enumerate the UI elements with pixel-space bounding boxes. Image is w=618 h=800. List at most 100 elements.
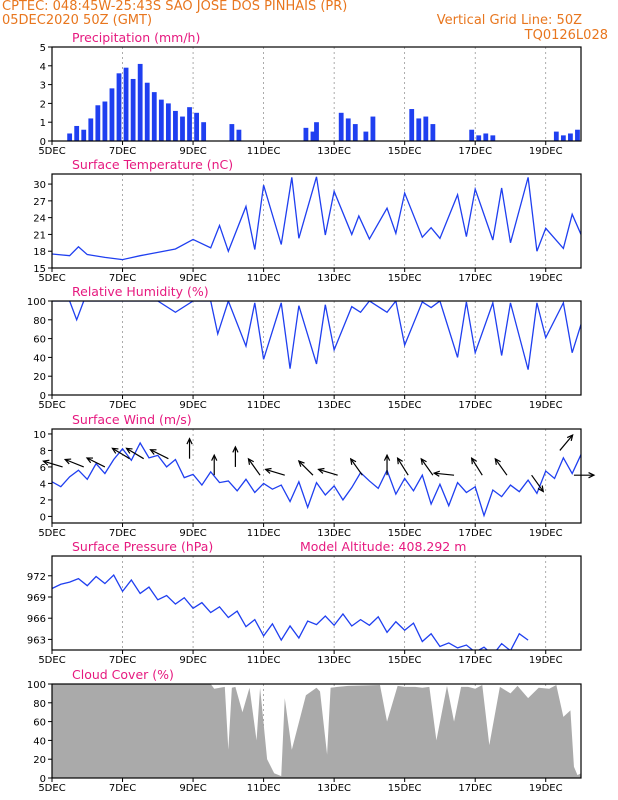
y-tick-label: 972: [27, 572, 46, 583]
wind-arrow-head: [297, 460, 305, 467]
precip-bar: [352, 124, 358, 141]
wind-arrow-head: [125, 447, 133, 454]
precip-bar: [553, 131, 559, 141]
series-temp: [52, 176, 581, 261]
precip-bar: [370, 116, 376, 141]
wind-arrow-head: [264, 467, 272, 474]
run-datetime: 05DEC2020 50Z (GMT): [2, 13, 153, 28]
panel-cloud: 0 20 40 60 80 100 5DEC 7DEC 9DEC 11DEC 13DEC 15DEC 1…: [27, 667, 582, 794]
y-tick-label: 4: [40, 479, 46, 490]
wind-arrow: [434, 472, 455, 476]
precip-bar: [314, 122, 319, 141]
station-title: CPTEC: 048:45W-25:43S SAO JOSE DOS PINHA…: [2, 0, 348, 14]
y-tick-label: 15: [33, 264, 46, 275]
precip-bar: [345, 118, 351, 141]
panel-frame: [51, 428, 582, 524]
y-tick-label: 21: [33, 230, 46, 241]
wind-arrow: [420, 458, 434, 476]
precip-bar: [116, 73, 122, 141]
precip-bar: [187, 107, 192, 141]
panel-temp: 15 18 21 24 27 30 5DEC 7DEC 9DEC 11DEC 13DEC 15DEC 1…: [33, 157, 582, 284]
x-tick-label: 5DEC: [38, 528, 65, 539]
precip-bar: [194, 112, 199, 141]
precip-bar: [310, 131, 316, 141]
x-tick-label: 19DEC: [529, 655, 563, 666]
series-line: [52, 574, 529, 650]
x-tick-label: 9DEC: [179, 273, 206, 284]
y-tick-label: 5: [40, 43, 46, 54]
wind-arrow-head: [470, 457, 478, 465]
wind-arrow-head: [317, 467, 325, 474]
precip-bar: [109, 88, 115, 141]
wind-arrow-head: [588, 472, 596, 479]
wind-arrow: [298, 460, 314, 476]
x-tick-label: 5DEC: [38, 400, 65, 411]
precip-bar: [137, 63, 143, 141]
x-tick-label: 5DEC: [38, 273, 65, 284]
panel-title: Surface Pressure (hPa): [72, 539, 213, 554]
x-tick-label: 9DEC: [179, 146, 206, 157]
x-tick-label: 9DEC: [179, 528, 206, 539]
precip-bar: [130, 78, 136, 141]
series-line: [52, 441, 581, 518]
y-tick-label: 2: [40, 99, 46, 110]
x-tick-label: 13DEC: [317, 273, 351, 284]
y-tick-label: 60: [33, 718, 46, 729]
x-tick-label: 9DEC: [179, 400, 206, 411]
x-tick-label: 11DEC: [247, 400, 281, 411]
precip-bar: [67, 133, 73, 141]
x-tick-label: 17DEC: [458, 528, 492, 539]
model-altitude: Model Altitude: 408.292 m: [300, 539, 466, 554]
x-tick-label: 17DEC: [458, 400, 492, 411]
precip-bar: [483, 133, 489, 141]
x-tick-label: 17DEC: [458, 783, 492, 794]
x-tick-label: 15DEC: [388, 528, 422, 539]
panel-frame: [51, 683, 582, 779]
x-tick-label: 19DEC: [529, 146, 563, 157]
panel-title: Surface Wind (m/s): [72, 412, 192, 427]
y-tick-label: 966: [27, 614, 46, 625]
precip-bar: [165, 103, 171, 141]
x-tick-label: 15DEC: [388, 783, 422, 794]
vertical-grid-note: Vertical Grid Line: 50Z: [436, 13, 582, 28]
x-tick-label: 15DEC: [388, 273, 422, 284]
precip-bar: [490, 135, 496, 141]
x-tick-label: 17DEC: [458, 146, 492, 157]
precip-bar: [236, 129, 242, 141]
y-tick-label: 20: [33, 372, 46, 383]
panel-title: Precipitation (mm/h): [72, 30, 200, 45]
precip-bar: [303, 127, 309, 141]
model-id: TQ0126L028: [524, 28, 608, 43]
x-tick-label: 5DEC: [38, 655, 65, 666]
precip-bar: [74, 125, 80, 141]
x-tick-label: 19DEC: [529, 528, 563, 539]
x-tick-label: 7DEC: [109, 783, 136, 794]
wind-arrow-head: [85, 457, 94, 464]
panel-title: Cloud Cover (%): [72, 667, 174, 682]
wind-arrow-head: [432, 470, 440, 477]
wind-arrow: [471, 457, 483, 476]
wind-arrow-head: [537, 485, 545, 493]
x-tick-label: 11DEC: [247, 146, 281, 157]
y-tick-label: 0: [40, 137, 46, 148]
y-tick-label: 1: [40, 118, 46, 129]
x-tick-label: 5DEC: [38, 146, 65, 157]
wind-arrow: [112, 447, 130, 460]
x-tick-label: 15DEC: [388, 400, 422, 411]
precip-bar: [416, 118, 422, 141]
precip-bar: [476, 135, 482, 141]
series-pressure: [52, 574, 529, 650]
panel-frame: [51, 173, 582, 269]
y-tick-label: 3: [40, 81, 46, 92]
x-tick-label: 13DEC: [317, 528, 351, 539]
precip-bar: [88, 118, 94, 141]
precip-bar: [95, 105, 101, 141]
precip-bar: [469, 129, 475, 141]
wind-arrow-head: [42, 459, 50, 466]
series-precip: [67, 63, 580, 141]
wind-arrow-head: [247, 457, 255, 465]
y-tick-label: 24: [33, 214, 46, 225]
y-tick-label: 20: [33, 755, 46, 766]
wind-arrow-head: [383, 453, 391, 461]
x-tick-label: 7DEC: [109, 655, 136, 666]
